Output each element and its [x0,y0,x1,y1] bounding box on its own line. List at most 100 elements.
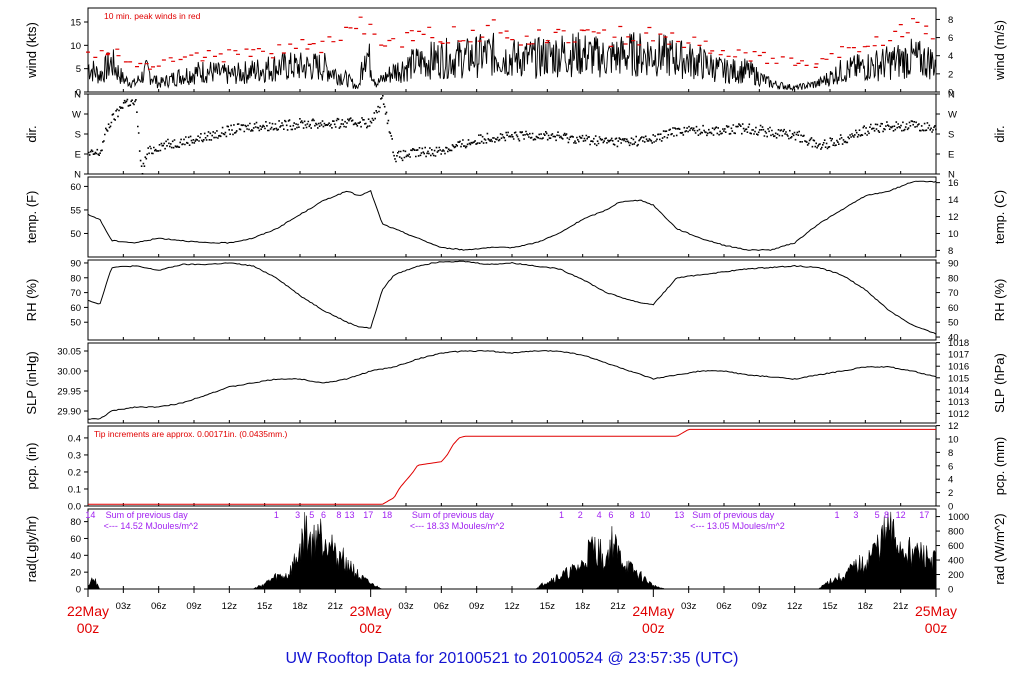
left-tick-label-pcp-1: 0.1 [68,484,81,495]
left-axis-label-dir: dir. [24,125,39,142]
right-tick-label-dir-4: N [948,90,955,101]
left-tick-label-rh-0: 50 [70,318,81,329]
daily-sum-title-2: Sum of previous day [692,510,775,520]
rad-hour-annotation-12: 6 [608,510,613,520]
right-tick-label-wind-0: 0 [948,88,953,99]
rad-hour-annotation-14: 10 [640,510,650,520]
rad-hour-annotation-1: 1 [274,510,279,520]
rad-hour-annotation-17: 3 [853,510,858,520]
footer-time: 23:57:35 [628,650,691,667]
right-tick-label-temp-3: 14 [948,195,959,206]
left-tick-label-rad-1: 20 [70,568,81,579]
left-tick-label-temp-1: 55 [70,205,81,216]
right-axis-label-wind: wind (m/s) [992,20,1007,81]
series-wind-0 [87,32,937,92]
day-label-hour-2: 00z [642,620,665,636]
right-tick-label-temp-2: 12 [948,212,959,223]
right-tick-label-wind-3: 6 [948,33,953,44]
x-axis-tick-label-20: 21z [893,601,909,612]
right-tick-label-pcp-1: 2 [948,488,953,499]
left-tick-label-dir-3: W [72,110,81,121]
x-axis-tick-label-6: 21z [328,601,344,612]
left-tick-label-slp-2: 30.00 [57,367,81,378]
x-axis-tick-label-0: 03z [116,601,132,612]
right-tick-label-rad-4: 800 [948,527,964,538]
left-tick-label-rad-4: 80 [70,517,81,528]
right-tick-label-dir-3: W [948,110,957,121]
daily-sum-title-0: Sum of previous day [106,510,189,520]
left-tick-label-pcp-4: 0.4 [68,433,81,444]
left-axis-label-slp: SLP (inHg) [24,351,39,414]
day-label-date-0: 22May [67,603,109,619]
rad-hour-annotation-9: 1 [559,510,564,520]
left-axis-label-temp: temp. (F) [24,191,39,244]
x-axis-tick-label-2: 09z [186,601,202,612]
right-tick-label-slp-2: 1014 [948,385,969,396]
daily-sum-title-1: Sum of previous day [412,510,495,520]
footer-start-date: 20100521 [438,650,510,667]
left-tick-label-rh-2: 70 [70,288,81,299]
right-axis-label-slp: SLP (hPa) [992,353,1007,413]
right-tick-label-rh-3: 70 [948,288,959,299]
rad-hour-annotation-5: 8 [336,510,341,520]
left-axis-label-wind: wind (kts) [24,22,39,79]
rad-hour-annotation-0: 14 [85,510,95,520]
day-label-date-3: 25May [915,603,957,619]
left-tick-label-wind-0: 0 [76,88,81,99]
right-tick-label-rad-0: 0 [948,585,953,596]
x-axis-tick-label-8: 06z [434,601,450,612]
panel-frame-wind [87,7,937,93]
series-rad-0 [87,511,937,590]
series-temp-0 [87,180,937,251]
left-tick-label-rad-0: 0 [76,585,81,596]
left-tick-label-rh-1: 60 [70,303,81,314]
right-tick-label-pcp-5: 10 [948,434,959,445]
rad-hour-annotation-4: 6 [321,510,326,520]
left-axis-label-rad: rad(Lgly/hr) [24,516,39,582]
x-axis-tick-label-19: 18z [858,601,874,612]
x-axis-tick-label-1: 06z [151,601,167,612]
series-wind-1 [86,16,935,70]
rad-hour-annotation-10: 2 [578,510,583,520]
left-tick-label-pcp-0: 0.0 [68,502,81,513]
right-tick-label-rad-2: 400 [948,556,964,567]
day-label-date-1: 23May [350,603,392,619]
panel-frame-rad [87,508,937,590]
right-tick-label-rh-2: 60 [948,303,959,314]
rad-hour-annotation-13: 8 [630,510,635,520]
left-tick-label-dir-1: E [75,150,81,161]
right-axis-label-pcp: pcp. (mm) [992,437,1007,496]
day-label-hour-0: 00z [77,620,100,636]
rad-hour-annotation-6: 13 [344,510,354,520]
right-tick-label-pcp-2: 4 [948,475,953,486]
footer-end-date: 20100524 [531,650,604,667]
panel-note-wind: 10 min. peak winds in red [104,11,201,21]
x-axis-tick-label-3: 12z [222,601,238,612]
right-tick-label-rad-3: 600 [948,541,964,552]
left-tick-label-dir-0: N [74,170,81,181]
right-tick-label-pcp-4: 8 [948,448,953,459]
right-axis-label-temp: temp. (C) [992,190,1007,244]
right-axis-label-rad: rad (W/m^2) [992,513,1007,584]
right-tick-label-rh-4: 80 [948,273,959,284]
x-axis-tick-label-16: 09z [752,601,768,612]
right-tick-label-slp-3: 1015 [948,373,969,384]
right-tick-label-dir-2: S [948,130,954,141]
x-axis-tick-label-7: 03z [398,601,414,612]
right-tick-label-dir-0: N [948,170,955,181]
series-dir-0 [88,95,937,175]
footer-at: @ [607,650,624,667]
footer-to: to [514,650,528,667]
right-tick-label-wind-1: 2 [948,69,953,80]
right-tick-label-pcp-6: 12 [948,421,959,432]
x-axis-tick-label-11: 15z [540,601,556,612]
panel-frame-slp [87,342,937,424]
right-axis-label-rh: RH (%) [992,279,1007,322]
left-tick-label-rh-4: 90 [70,258,81,269]
x-axis-tick-label-14: 03z [681,601,697,612]
rad-hour-annotation-16: 1 [835,510,840,520]
right-tick-label-rh-0: 40 [948,333,959,344]
x-axis-tick-label-9: 09z [469,601,485,612]
chart-footer-title: UW Rooftop Data for 20100521 to 20100524… [0,650,1024,668]
